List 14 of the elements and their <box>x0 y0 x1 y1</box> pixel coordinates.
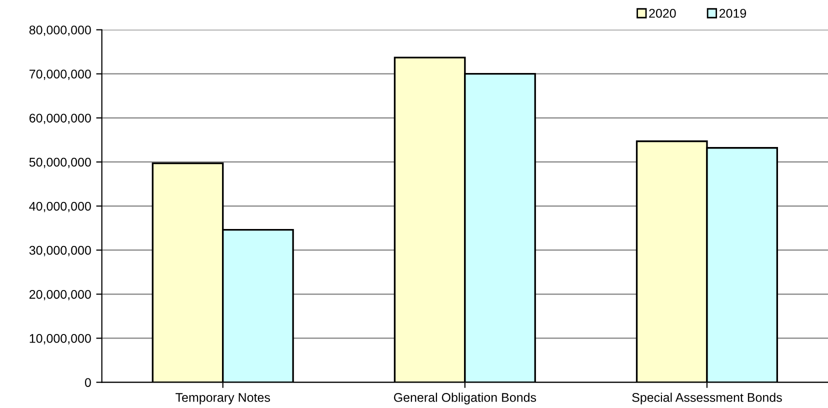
y-tick-label: 70,000,000 <box>30 70 91 80</box>
y-tick-label: 0 <box>84 378 91 387</box>
y-tick-label: 50,000,000 <box>29 158 91 168</box>
x-tick-label: Special Assessment Bonds <box>632 392 782 404</box>
y-tick-label: 30,000,000 <box>29 246 91 256</box>
x-tick-label: Temporary Notes <box>176 393 270 404</box>
legend-label: 2019 <box>719 8 746 18</box>
y-tick-label: 10,000,000 <box>30 334 91 344</box>
y-tick-label: 40,000,000 <box>29 202 91 212</box>
y-tick-label: 80,000,000 <box>29 26 91 36</box>
y-tick-label: 60,000,000 <box>30 114 91 124</box>
legend-label: 2020 <box>649 8 676 18</box>
x-tick-label: General Obligation Bonds <box>394 392 536 404</box>
y-tick-label: 20,000,000 <box>30 290 91 300</box>
